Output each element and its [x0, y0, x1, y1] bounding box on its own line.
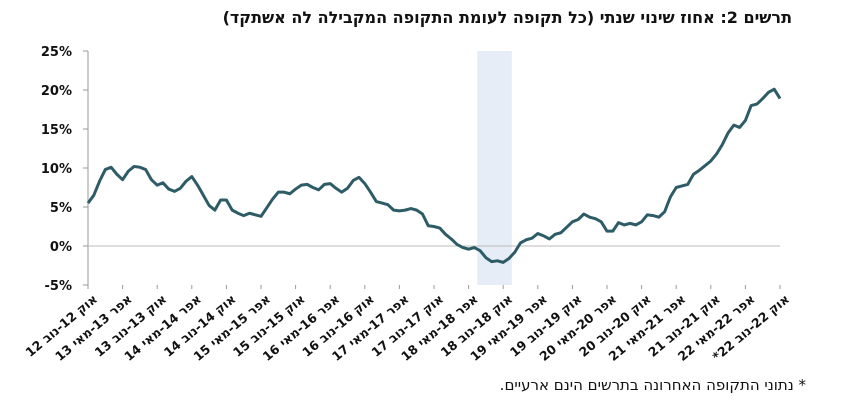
data-line	[86, 87, 782, 264]
y-tick-label: 25%	[41, 45, 72, 60]
y-tick-label: 20%	[41, 84, 72, 99]
y-tick-label: 0%	[50, 240, 72, 255]
shaded-band	[477, 51, 512, 285]
y-tick-label: -5%	[45, 279, 72, 294]
footnote: * נתוני התקופה האחרונה בתרשים הינם ארעיי…	[499, 376, 806, 394]
chart-title: תרשים 2: אחוז שינוי שנתי (כל תקופה לעומת…	[222, 8, 792, 27]
y-tick-label: 15%	[41, 123, 72, 138]
y-tick-label: 5%	[50, 201, 72, 216]
y-tick-label: 10%	[41, 162, 72, 177]
